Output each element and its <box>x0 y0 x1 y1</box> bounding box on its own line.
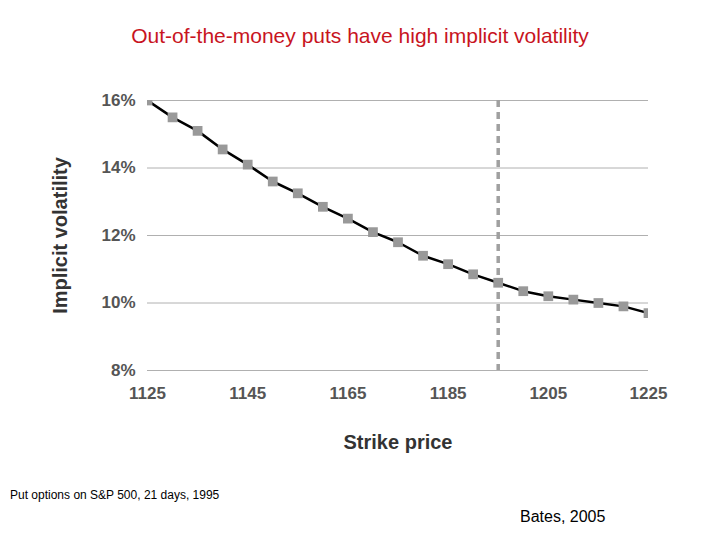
svg-text:1185: 1185 <box>430 384 467 403</box>
svg-text:8%: 8% <box>111 361 136 380</box>
svg-text:12%: 12% <box>101 226 135 245</box>
svg-text:14%: 14% <box>101 158 135 177</box>
html-text:Bates, 2005: Bates, 2005 <box>520 508 606 525</box>
svg-text:1125: 1125 <box>129 384 166 403</box>
html-text:Out-of-the-money puts have hig: Out-of-the-money puts have high implicit… <box>131 24 589 47</box>
svg-text:1225: 1225 <box>630 384 668 403</box>
svg-text:1205: 1205 <box>529 384 567 403</box>
html-text:Put options on S&P 500, 21 day: Put options on S&P 500, 21 days, 1995 <box>10 488 220 502</box>
svg-text:Implicit volatility: Implicit volatility <box>49 156 71 314</box>
svg-text:Strike price: Strike price <box>344 431 453 453</box>
svg-text:10%: 10% <box>101 293 135 312</box>
svg-text:1165: 1165 <box>329 384 366 403</box>
svg-text:16%: 16% <box>101 91 135 110</box>
svg-text:1145: 1145 <box>229 384 266 403</box>
